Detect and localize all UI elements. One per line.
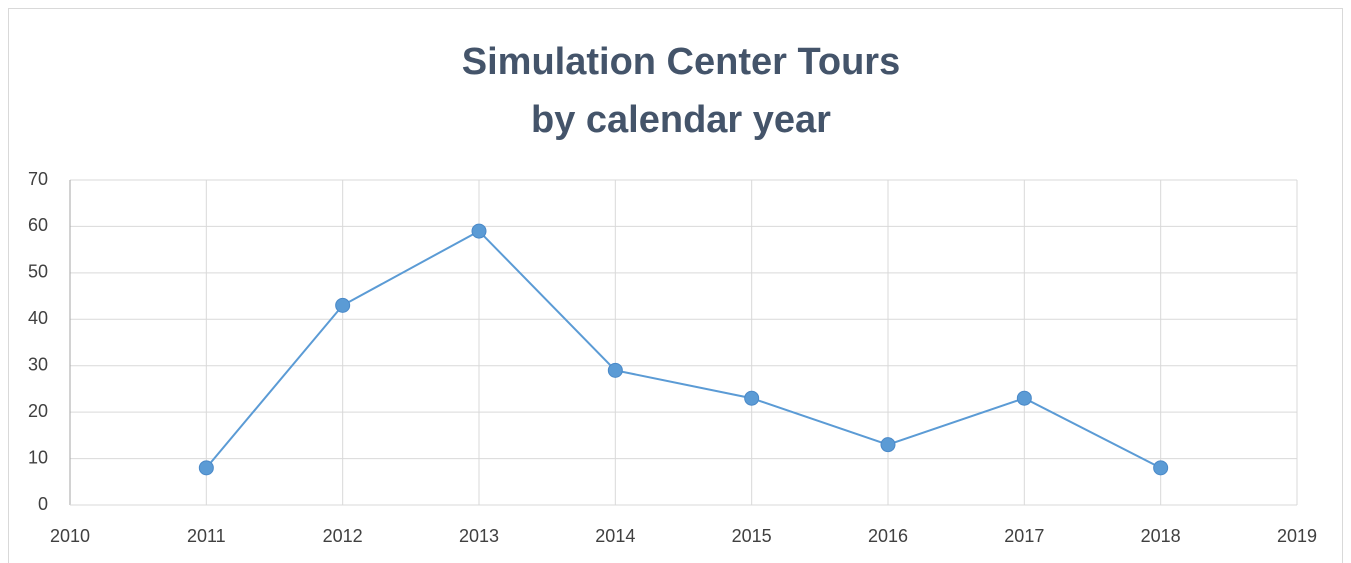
y-tick-label: 40 <box>28 308 48 328</box>
data-point <box>1153 460 1169 476</box>
x-tick-label: 2010 <box>50 526 90 546</box>
x-tick-label: 2017 <box>1004 526 1044 546</box>
data-point <box>744 390 760 406</box>
x-tick-label: 2013 <box>459 526 499 546</box>
y-tick-label: 0 <box>38 494 48 514</box>
chart-title: Simulation Center Tours <box>462 41 900 83</box>
y-tick-label: 60 <box>28 215 48 235</box>
x-tick-label: 2018 <box>1141 526 1181 546</box>
data-line <box>205 229 1162 469</box>
y-tick-label: 70 <box>28 169 48 189</box>
x-tick-label: 2014 <box>595 526 635 546</box>
chart-subtitle: by calendar year <box>531 99 831 141</box>
chart-border <box>8 8 1343 563</box>
data-point <box>607 362 623 378</box>
y-tick-label: 50 <box>28 262 48 282</box>
x-tick-label: 2015 <box>732 526 772 546</box>
data-point <box>1016 390 1032 406</box>
y-tick-label: 20 <box>28 401 48 421</box>
x-tick-label: 2011 <box>187 526 226 546</box>
data-point <box>471 223 487 239</box>
x-tick-label: 2019 <box>1277 526 1317 546</box>
y-tick-label: 10 <box>28 447 48 467</box>
y-tick-label: 30 <box>28 354 48 374</box>
x-tick-label: 2016 <box>868 526 908 546</box>
x-tick-label: 2012 <box>323 526 363 546</box>
data-point <box>335 297 351 313</box>
data-point <box>198 460 214 476</box>
data-point <box>880 437 896 453</box>
